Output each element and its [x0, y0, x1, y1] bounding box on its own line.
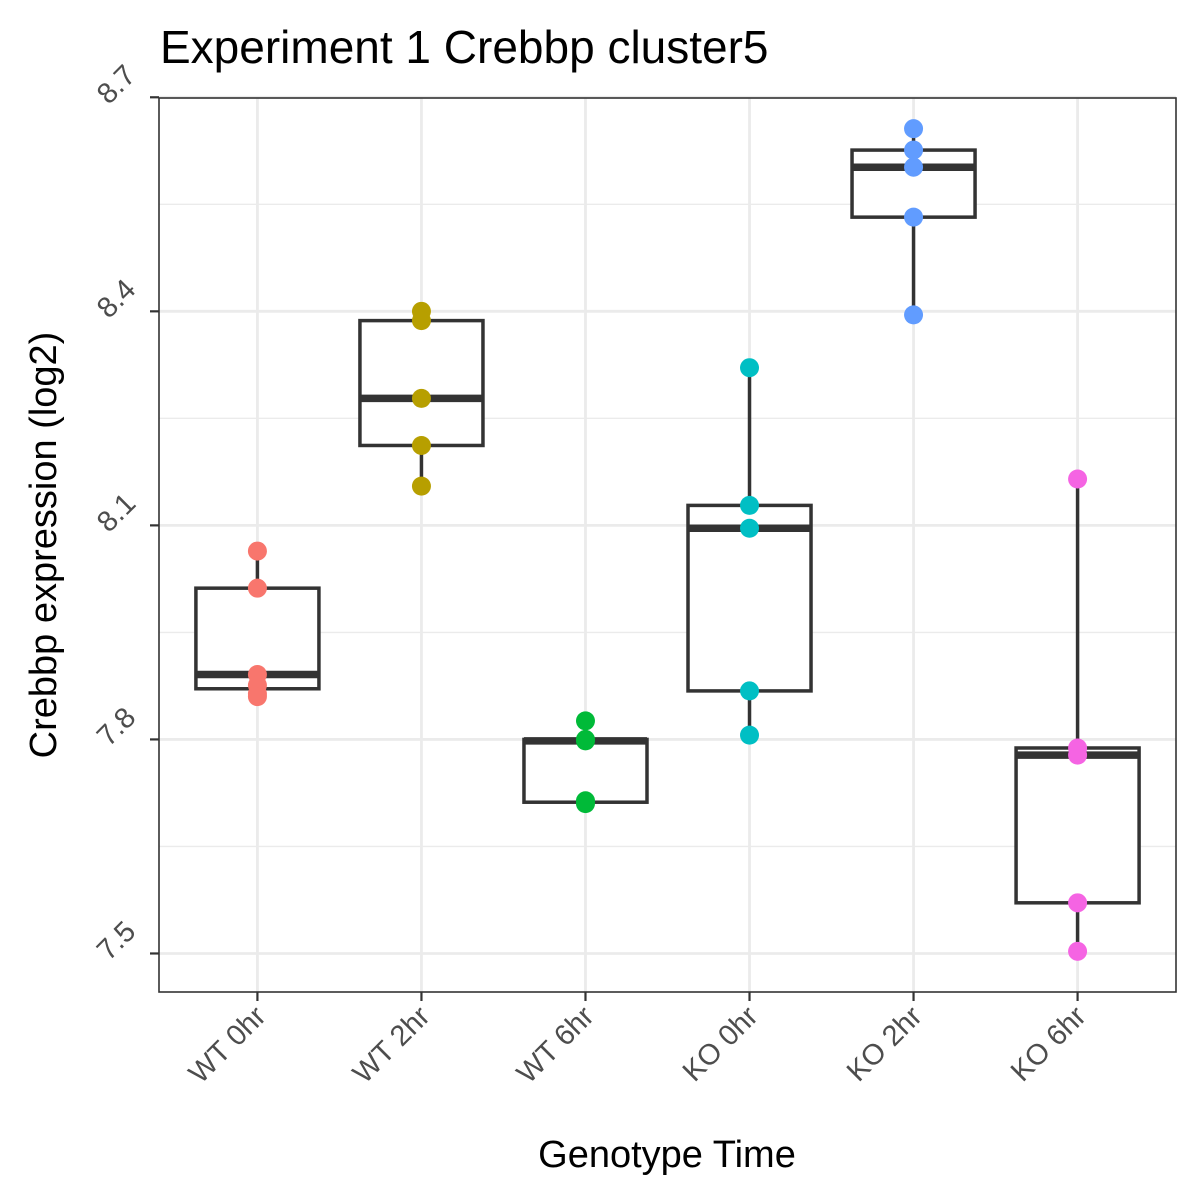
grid-minor	[159, 203, 1176, 848]
x-axis: WT 0hr WT 2hr WT 6hr KO 0hr KO 2hr KO 6hr	[183, 992, 1093, 1090]
points	[247, 119, 1088, 961]
data-point	[411, 435, 431, 455]
data-point	[1068, 893, 1088, 913]
data-point	[247, 687, 267, 707]
y-tick-label: 8.4	[91, 273, 142, 324]
x-tick-label: WT 6hr	[511, 1000, 601, 1090]
box	[358, 318, 485, 448]
x-tick-label: WT 2hr	[347, 1000, 437, 1090]
data-point	[904, 119, 924, 139]
plot-panel	[159, 98, 1176, 992]
data-point	[411, 476, 431, 496]
data-point	[411, 311, 431, 331]
data-point	[575, 794, 595, 814]
plot-border	[158, 97, 1177, 993]
data-point	[904, 305, 924, 325]
data-point	[740, 358, 760, 378]
data-point	[411, 388, 431, 408]
data-point	[575, 731, 595, 751]
x-tick-label: WT 0hr	[183, 1000, 273, 1090]
data-point	[740, 725, 760, 745]
data-point	[247, 578, 267, 598]
data-point	[904, 157, 924, 177]
box	[1014, 746, 1141, 905]
x-axis-title: Genotype Time	[538, 1134, 796, 1176]
x-tick-label: KO 2hr	[841, 1000, 929, 1088]
y-axis-title: Crebbp expression (log2)	[23, 332, 65, 759]
y-axis: 7.5 7.8 8.1 8.4 8.7	[91, 59, 159, 967]
chart-title: Experiment 1 Crebbp cluster5	[160, 21, 769, 73]
x-tick-label: KO 0hr	[677, 1000, 765, 1088]
data-point	[1068, 941, 1088, 961]
data-point	[740, 681, 760, 701]
data-point	[740, 518, 760, 538]
y-tick-label: 7.8	[91, 701, 142, 752]
data-point	[1068, 745, 1088, 765]
y-tick-label: 8.7	[91, 59, 142, 110]
data-point	[740, 495, 760, 515]
data-point	[575, 711, 595, 731]
data-point	[1068, 469, 1088, 489]
y-tick-label: 7.5	[91, 916, 142, 967]
x-tick-label: KO 6hr	[1005, 1000, 1093, 1088]
y-tick-label: 8.1	[91, 487, 142, 538]
data-point	[247, 541, 267, 561]
data-point	[904, 140, 924, 160]
data-point	[904, 207, 924, 227]
